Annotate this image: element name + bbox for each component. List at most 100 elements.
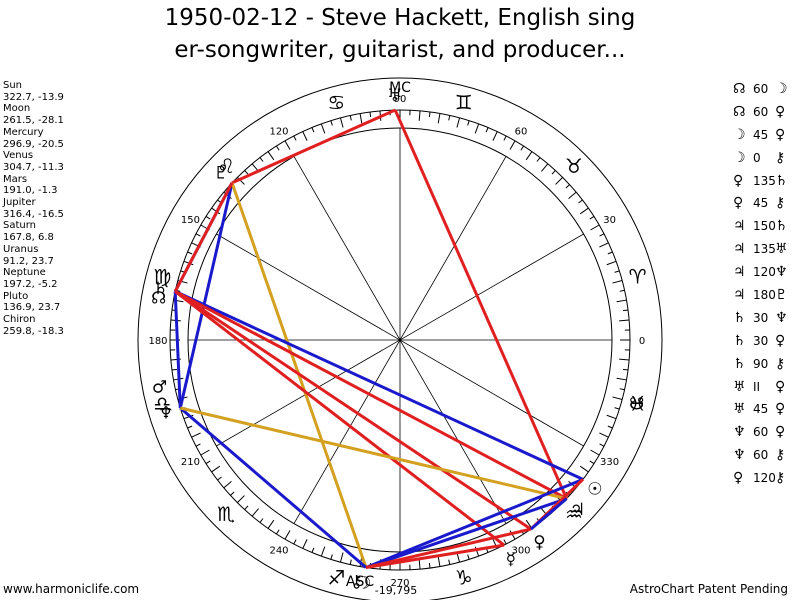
aspect-angle: 60 [753,104,769,119]
aspect-first-body-icon: ☽ [733,149,746,166]
degree-label: 0 [639,336,645,347]
planet-positions-list: Sun 322.7, -13.9 Moon 261.5, -28.1 Mercury 29… [3,80,64,337]
aspect-second-body-icon: ♀ [775,378,786,395]
degree-tick [330,120,333,126]
degree-tick [509,140,516,150]
aspect-angle: 30 [753,333,769,348]
degree-tick [619,388,625,391]
degree-label: 60 [515,126,528,137]
chart-title-line-2: er-songwriter, guitarist, and producer..… [174,37,626,63]
asc-degree-label: -19,795 [375,584,417,597]
aspect-angle: 0 [753,150,761,165]
aspect-angle: 60 [753,448,769,463]
degree-tick [467,120,470,126]
degree-tick [565,184,570,189]
saturn-icon: ♄ [153,279,168,299]
degree-tick [195,443,201,447]
position-name: Chiron [3,314,36,326]
position-name: Uranus [3,243,39,255]
aspect-second-body-icon: ♄ [775,172,788,189]
aspect-line-pluto-neptune [178,182,234,409]
degree-tick [589,215,595,220]
position-name: Mercury [3,126,44,138]
position-coords: 261.5, -28.1 [3,115,64,127]
degree-tick [302,539,308,549]
position-coords: 259.8, -18.3 [3,325,64,337]
aspect-first-body-icon: ♃ [733,241,746,258]
aspect-line-moon-jupiter [365,497,568,569]
house-spoke [216,233,584,447]
degree-tick [619,319,630,322]
zodiac-sign-leo-icon: ♌ [217,154,235,178]
degree-tick [555,177,563,185]
degree-tick [320,123,326,134]
aspect-line-saturn-jupiter [174,290,568,500]
degree-tick [171,368,177,371]
zodiac-sign-scorpio-icon: ♏ [217,502,235,526]
mc-glyph: MC [389,80,411,96]
position-name: Moon [3,103,31,115]
degree-tick [485,127,489,133]
degree-tick [590,449,600,456]
zodiac-sign-aries-icon: ♈ [629,264,647,288]
degree-tick [606,414,617,420]
aspect-first-body-icon: ♃ [733,218,746,235]
degree-tick [244,505,249,510]
moon-icon: ☽ [356,573,371,593]
degree-label: 120 [269,126,288,137]
planet-glyphs: ☉ ☽ ☿ ♀ ♂ ♃ ♄ ♅ ♆ ♇ ⚷ ☊ ☋ [151,86,644,593]
chiron-icon: ⚷ [350,572,362,592]
aspect-line-saturn-neptune [173,291,182,409]
position-name: Jupiter [3,197,36,209]
degree-tick [311,127,315,133]
aspect-second-body-icon: ♀ [775,103,786,120]
position-name: Venus [3,150,34,162]
degree-tick [223,481,232,489]
degree-tick [599,443,605,447]
aspect-angle: 150 [753,219,776,234]
degree-tick [456,117,461,128]
venus-icon: ♀ [533,532,545,552]
aspect-lines [173,108,584,569]
degree-tick [191,432,201,438]
degree-tick [590,224,600,231]
aspect-second-body-icon: ♀ [775,424,786,441]
mercury-icon: ☿ [506,549,516,569]
degree-tick [251,508,259,517]
zodiac-sign-libra-icon: ♎ [153,392,171,416]
aspect-second-body-icon: ⚷ [775,149,786,166]
aspect-second-body-icon: ⚷ [775,195,786,212]
aspect-angle: 45 [753,127,769,142]
aspect-second-body-icon: ♆ [775,264,788,281]
degree-tick [616,299,627,303]
aspect-angle: 180 [753,288,776,303]
aspect-second-body-icon: ⚷ [775,447,786,464]
degree-tick [589,460,595,465]
aspect-second-body-icon: ♄ [775,218,788,235]
degree-tick [302,131,308,141]
degree-label: 240 [269,546,288,557]
aspect-second-body-icon: ♆ [775,309,788,326]
aspect-second-body-icon: ☽ [775,81,788,97]
zodiac-sign-taurus-icon: ♉ [565,154,583,178]
chart-title-line-1: 1950-02-12 - Steve Hackett, English sing [164,5,636,31]
aspect-second-body-icon: ⚷ [775,355,786,372]
jupiter-icon: ♃ [570,500,585,520]
degree-tick [284,530,291,540]
degree-tick [579,465,589,473]
degree-tick [349,115,352,121]
zodiac-sign-gemini-icon: ♊ [455,90,473,114]
footer-website[interactable]: www.harmoniclife.com [3,582,140,596]
degree-tick [275,145,280,151]
aspect-angle: 135 [753,242,776,257]
aspect-second-body-icon: ⚷ [775,470,786,487]
degree-tick [237,495,245,503]
degree-tick [187,251,193,255]
aspect-angle: 45 [753,402,769,417]
aspect-angle: 135 [753,173,776,188]
aspect-line-moon-venus [365,527,532,569]
degree-tick [187,425,193,429]
degree-tick [259,157,264,162]
degree-tick [619,358,630,361]
degree-tick [492,131,498,141]
